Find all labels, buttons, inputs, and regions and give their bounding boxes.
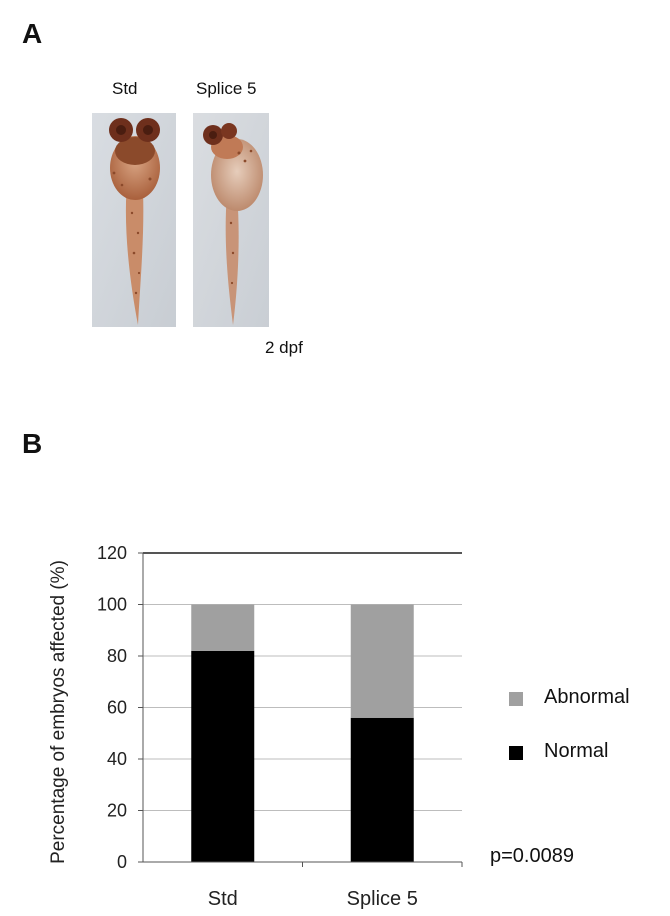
embryo-photo-splice <box>193 113 269 327</box>
stacked-bar-chart: 0 20 40 60 80 100 120 Std Splice 5 Percentage of… <box>48 543 463 910</box>
bar-abnormal-1 <box>350 604 414 718</box>
legend-swatch-normal <box>509 746 523 760</box>
y-tick-label: 100 <box>97 595 127 615</box>
x-tick-label: Std <box>208 888 238 910</box>
y-axis-label: Percentage of embryos affected (%) <box>48 560 69 864</box>
panel-b-label: B <box>22 428 43 459</box>
bar-layer <box>191 604 414 862</box>
axis-layer <box>138 552 463 867</box>
column-label-std: Std <box>112 79 138 98</box>
x-tick-label: Splice 5 <box>347 888 418 910</box>
y-tick-label: 20 <box>107 801 127 821</box>
grid-layer <box>143 552 462 811</box>
panel-a-label: A <box>22 18 43 49</box>
embryo-photo-std <box>92 113 176 327</box>
y-tick-label: 0 <box>117 852 127 872</box>
y-tick-label: 120 <box>97 543 127 563</box>
y-tick-label: 60 <box>107 698 127 718</box>
legend-label-normal: Normal <box>544 740 609 762</box>
y-tick-label: 80 <box>107 646 127 666</box>
tick-layer: 0 20 40 60 80 100 120 Std Splice 5 <box>97 543 418 910</box>
column-label-splice: Splice 5 <box>196 79 257 98</box>
bar-abnormal-0 <box>191 604 255 651</box>
y-tick-label: 40 <box>107 749 127 769</box>
legend-swatch-abnormal <box>509 692 523 706</box>
p-value: p=0.0089 <box>490 845 574 867</box>
bar-normal-0 <box>191 650 255 862</box>
bar-normal-1 <box>350 717 414 862</box>
legend-label-abnormal: Abnormal <box>544 686 630 708</box>
stage-label: 2 dpf <box>265 338 303 357</box>
